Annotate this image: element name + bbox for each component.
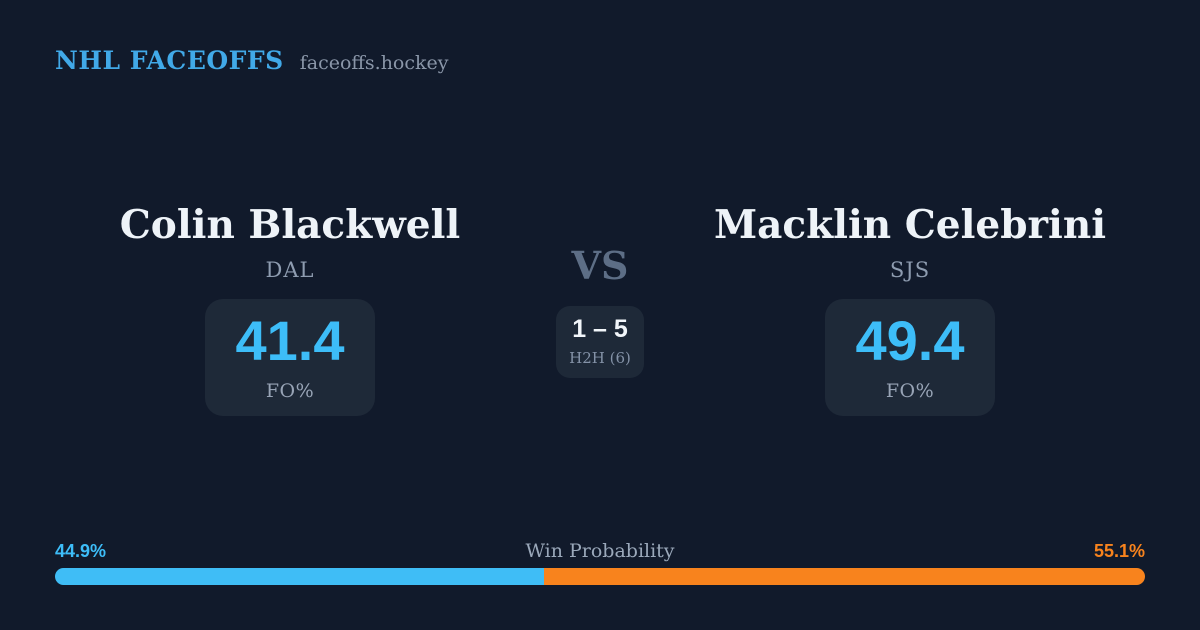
player-right-faceoff-label: FO% [885, 379, 935, 402]
player-left-faceoff-label: FO% [265, 379, 315, 402]
win-probability-right-pct: 55.1% [1093, 541, 1145, 561]
brand-domain-link: faceoffs.hockey [299, 52, 449, 74]
player-left-faceoff-card: 41.4 FO% [205, 298, 375, 416]
player-left-name: Colin Blackwell [119, 202, 461, 248]
versus-panel: VS 1 – 5 H2H (6) [525, 247, 675, 378]
win-probability-left-pct: 44.9% [55, 541, 107, 561]
win-prob-fill-left [55, 568, 545, 585]
player-right-team: SJS [889, 257, 931, 282]
win-probability-title: Win Probability [525, 540, 675, 562]
head-to-head-card: 1 – 5 H2H (6) [556, 306, 644, 378]
brand-title: NHL FACEOFFS [55, 46, 284, 75]
player-right-faceoff-card: 49.4 FO% [825, 298, 995, 416]
head-to-head-label: H2H (6) [569, 349, 631, 367]
player-left-team: DAL [265, 257, 315, 282]
player-right-panel: Macklin Celebrini SJS 49.4 FO% [675, 202, 1145, 416]
player-right-faceoff-value: 49.4 [855, 308, 965, 372]
player-right-name: Macklin Celebrini [713, 202, 1107, 248]
head-to-head-score: 1 – 5 [572, 315, 628, 343]
win-probability-bar [55, 568, 1145, 585]
win-probability-labels: 44.9% Win Probability 55.1% [55, 540, 1145, 562]
player-left-panel: Colin Blackwell DAL 41.4 FO% [55, 202, 525, 416]
vs-label: VS [571, 243, 629, 288]
win-prob-fill-right [544, 568, 1145, 585]
brand-header: NHL FACEOFFS faceoffs.hockey [55, 46, 449, 75]
player-left-faceoff-value: 41.4 [235, 308, 345, 372]
